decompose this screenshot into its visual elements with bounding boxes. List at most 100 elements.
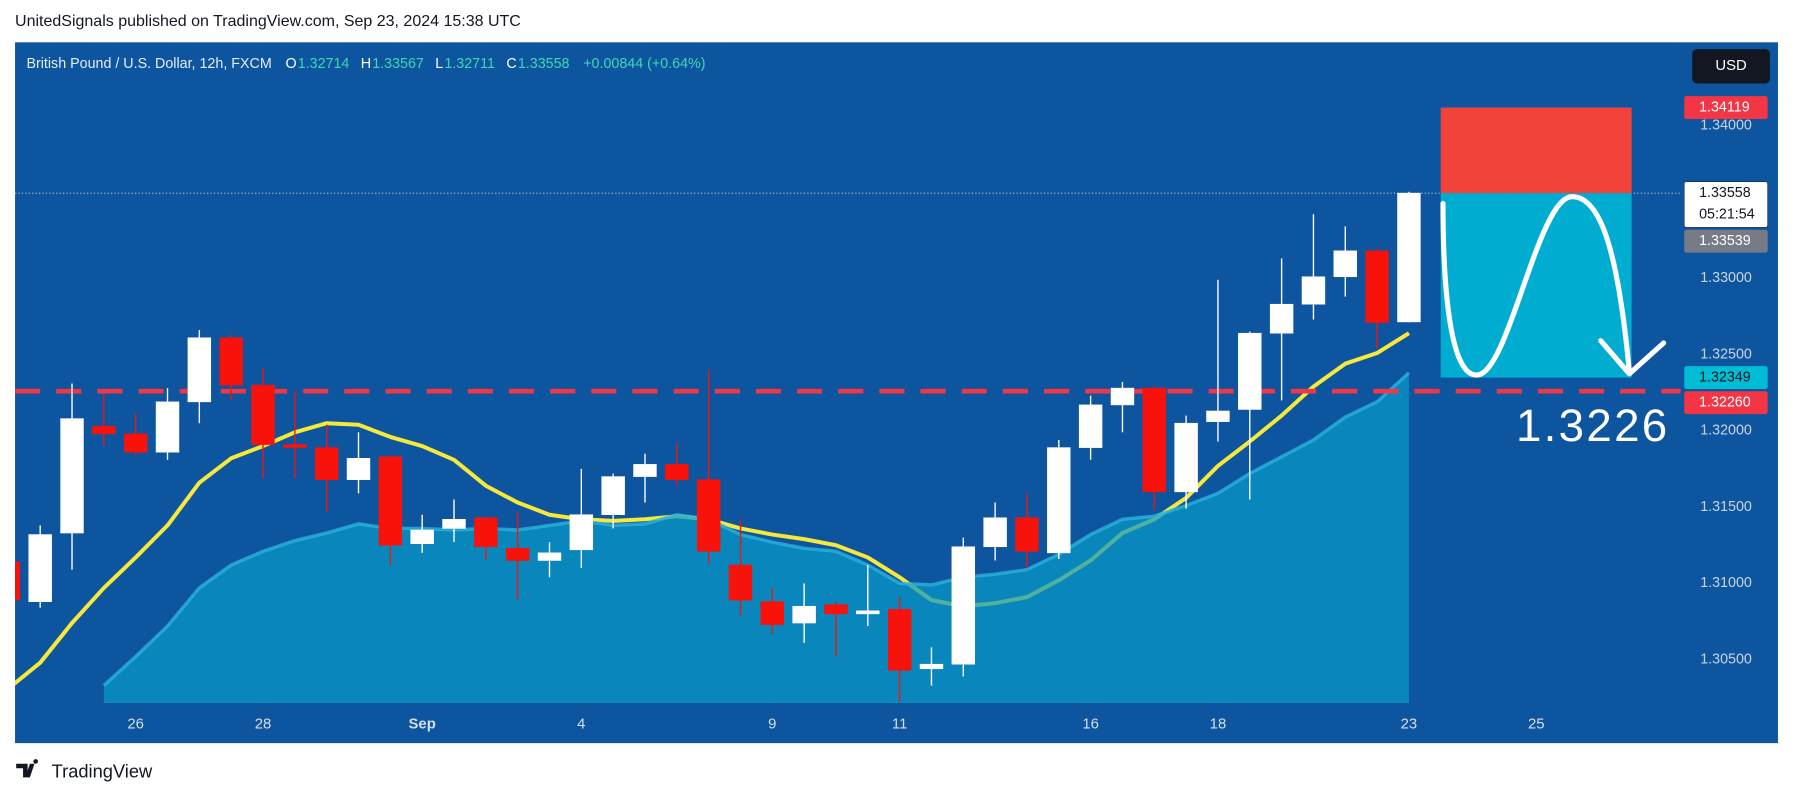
price-label-bg	[1684, 229, 1768, 253]
y-tick-label: 1.31500	[1700, 499, 1752, 515]
candle-body	[569, 514, 594, 551]
candle-body	[219, 337, 243, 386]
candle-body	[346, 457, 371, 480]
ohlc-value: 1.33558	[518, 56, 570, 72]
candle-body	[824, 604, 848, 615]
currency-button[interactable]	[1692, 49, 1770, 84]
candle-body	[983, 517, 1007, 548]
y-tick-label: 1.31000	[1700, 575, 1752, 591]
ohlc-value: 1.33567	[372, 56, 424, 72]
x-tick-label: 26	[127, 717, 144, 733]
candle-body	[474, 517, 498, 548]
candle-body	[1333, 250, 1357, 278]
ma-line	[102, 371, 1411, 687]
tradingview-logo: TradingView	[16, 759, 153, 782]
ohlc-value: 1.32711	[444, 56, 495, 72]
y-tick-label: 1.30500	[1700, 651, 1752, 667]
currency-label: USD	[1715, 58, 1747, 74]
price-label: 1.32349	[1699, 369, 1751, 385]
price-label: 1.34119	[1699, 99, 1750, 115]
ohlc-key: O	[285, 56, 296, 72]
candle-body	[92, 425, 116, 435]
candle-body	[378, 456, 403, 546]
candle-body	[60, 418, 84, 534]
overlay: 1.3226 1.30500 1.31000 1.31500 1.32000 1.3250…	[127, 96, 1768, 733]
candle-body	[410, 529, 434, 544]
candle-body	[123, 433, 148, 453]
price-label: 1.32260	[1699, 395, 1751, 411]
price-label-bg	[1684, 366, 1768, 390]
candle-body	[601, 476, 625, 516]
candle-body	[728, 564, 753, 601]
candle-body	[1365, 250, 1389, 323]
bar-countdown: 05:21:54	[1699, 207, 1755, 223]
candle-body	[919, 663, 944, 670]
y-tick-label: 1.32000	[1700, 423, 1752, 439]
candle-body	[251, 384, 275, 445]
price-label-bg	[1684, 391, 1768, 415]
candle-body	[1078, 404, 1103, 448]
candle-body	[1110, 387, 1135, 406]
candle-body	[856, 610, 880, 615]
symbol: British Pound / U.S. Dollar, 12h, FXCM	[26, 56, 271, 72]
candle-body	[155, 401, 180, 453]
candle-body	[442, 519, 466, 529]
target-zone	[1440, 193, 1632, 378]
candle-body	[283, 444, 307, 448]
candle-body	[1269, 303, 1294, 334]
ma-area	[103, 372, 1409, 704]
candle-body	[28, 534, 52, 602]
candle-body	[1238, 332, 1262, 410]
candle-body	[505, 547, 530, 561]
ohlc-key: L	[435, 56, 443, 72]
candle-body	[1174, 422, 1198, 493]
candle-body	[1047, 447, 1071, 554]
candle-body	[760, 601, 785, 625]
candle-body	[537, 552, 562, 561]
candle-body	[1206, 410, 1230, 422]
candle-body	[1301, 276, 1326, 305]
plot-area	[15, 191, 1681, 704]
x-tick-label: 4	[577, 717, 585, 733]
candle-body	[314, 447, 339, 480]
stop-zone	[1440, 107, 1632, 194]
x-tick-label: 9	[768, 717, 776, 733]
candle-body	[665, 464, 689, 480]
x-tick-label: 23	[1401, 717, 1418, 733]
logo-icon	[16, 759, 38, 778]
ohlc-legend: British Pound / U.S. Dollar, 12h, FXCM O1…	[26, 56, 705, 72]
ohlc-value: 1.32714	[298, 56, 350, 72]
price-label-bg	[1684, 96, 1768, 120]
y-tick-label: 1.32500	[1700, 346, 1752, 362]
publish-header: UnitedSignals published on TradingView.c…	[15, 13, 521, 30]
price-label: 1.33558	[1699, 185, 1751, 201]
candle-body	[792, 605, 816, 624]
candle-body	[887, 609, 912, 671]
x-tick-label: 11	[892, 717, 907, 733]
candle-body	[696, 479, 721, 552]
x-tick-label: 18	[1210, 717, 1227, 733]
candle-body	[633, 464, 657, 477]
candle-body	[15, 561, 21, 601]
y-tick-label: 1.34000	[1700, 118, 1752, 134]
candle-body	[187, 337, 212, 403]
candle-body	[951, 546, 976, 665]
price-label-bg	[1683, 181, 1768, 228]
ohlc-key: H	[361, 56, 371, 72]
ohlc-key: C	[506, 56, 516, 72]
support-annotation: 1.3226	[1516, 400, 1670, 451]
change: +0.00844 (+0.64%)	[583, 56, 705, 72]
x-tick-label: 25	[1528, 717, 1545, 733]
brand-name: TradingView	[52, 761, 153, 782]
candle-body	[1015, 517, 1039, 552]
candle-body	[1397, 192, 1421, 323]
x-tick-label: 16	[1082, 717, 1099, 733]
price-label: 1.33539	[1699, 233, 1751, 249]
x-tick-label: Sep	[409, 717, 436, 733]
candle-body	[1142, 387, 1167, 493]
y-tick-label: 1.33000	[1700, 270, 1752, 286]
x-tick-label: 28	[255, 717, 272, 733]
drawn-arrow	[1440, 194, 1667, 378]
